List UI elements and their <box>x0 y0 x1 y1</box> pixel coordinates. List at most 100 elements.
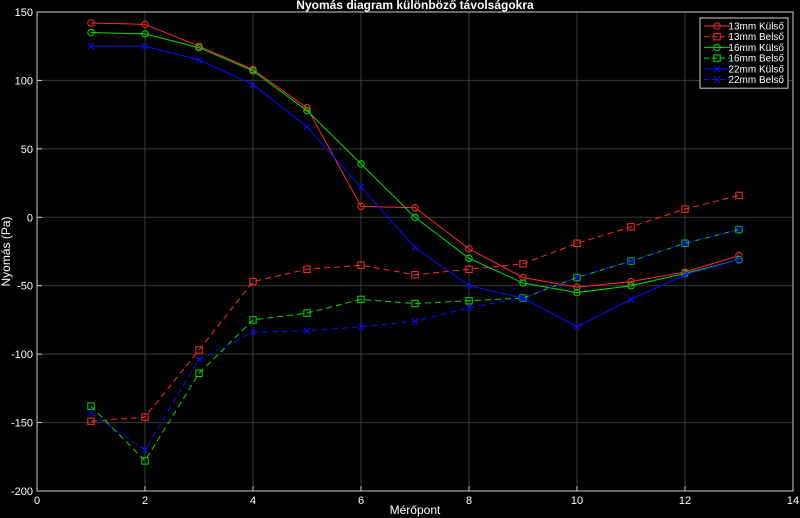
data-point <box>519 273 527 282</box>
data-point <box>141 42 149 50</box>
x-tick-label: 12 <box>679 495 691 507</box>
legend-marker <box>713 43 721 52</box>
legend-label: 13mm Belső <box>728 32 784 43</box>
data-point <box>141 413 149 421</box>
series-line <box>90 194 740 422</box>
data-point <box>87 19 95 27</box>
data-point <box>573 273 581 282</box>
x-tick-label: 4 <box>250 495 256 507</box>
data-point <box>411 243 419 251</box>
data-point <box>357 183 365 191</box>
legend-marker <box>713 75 721 84</box>
data-point <box>681 205 689 213</box>
legend-label: 13mm Külső <box>728 22 784 33</box>
data-point <box>681 271 689 279</box>
series-6 <box>87 226 743 454</box>
y-tick-label: 50 <box>21 144 33 156</box>
data-point <box>195 369 203 378</box>
data-point <box>735 226 743 234</box>
data-point <box>573 283 581 291</box>
data-point <box>87 42 95 50</box>
y-tick-label: -200 <box>11 486 33 498</box>
data-point <box>411 317 419 325</box>
data-point <box>519 294 527 302</box>
data-point <box>735 256 743 264</box>
data-point <box>681 239 689 247</box>
legend-item: 16mm Belső <box>704 54 784 65</box>
data-point <box>357 202 365 211</box>
data-point <box>735 256 743 264</box>
data-point <box>411 213 419 221</box>
data-point <box>87 402 95 410</box>
data-point <box>465 282 473 290</box>
data-point <box>411 271 419 279</box>
legend-label: 16mm Belső <box>728 54 784 65</box>
data-point <box>465 297 473 305</box>
series-line <box>90 22 740 288</box>
y-tick-label: 150 <box>15 7 33 19</box>
axes: 0 2 4 6 8 10 12 14 -200 -150 -100 -50 0 50 100 150 <box>11 7 799 507</box>
data-point <box>735 251 743 260</box>
data-point <box>627 257 635 265</box>
data-point <box>195 43 203 52</box>
legend-marker <box>713 54 721 62</box>
series-line <box>90 32 740 294</box>
data-point <box>573 239 581 247</box>
data-point <box>519 260 527 268</box>
data-point <box>573 288 581 297</box>
y-tick-label: 100 <box>15 75 33 87</box>
x-tick-label: 8 <box>466 495 472 507</box>
data-point <box>411 299 419 308</box>
y-tick-label: 0 <box>27 212 33 224</box>
data-point <box>141 446 149 454</box>
y-tick-label: -50 <box>17 281 33 293</box>
data-point <box>735 191 743 200</box>
data-point <box>249 277 257 286</box>
data-point <box>195 356 203 364</box>
legend-item: 22mm Külső <box>704 64 784 75</box>
x-tick-label: 14 <box>787 495 799 507</box>
y-axis-label: Nyomás (Pa) <box>0 216 13 286</box>
x-tick-label: 2 <box>142 495 148 507</box>
legend-item: 22mm Belső <box>704 75 784 86</box>
x-tick-label: 10 <box>571 495 583 507</box>
chart-title: Nyomás diagram különböző távolságokra <box>296 0 534 12</box>
data-point <box>627 282 635 290</box>
legend-marker <box>713 33 721 41</box>
x-tick-label: 6 <box>358 495 364 507</box>
data-point <box>249 328 257 336</box>
data-point <box>141 20 149 29</box>
legend-marker <box>713 65 721 73</box>
data-point <box>87 28 95 37</box>
data-point <box>303 327 311 335</box>
data-point <box>573 273 581 282</box>
data-point <box>627 295 635 303</box>
data-point <box>465 265 473 273</box>
data-point <box>87 417 95 425</box>
data-point <box>465 245 473 253</box>
data-point <box>465 254 473 263</box>
data-point <box>249 80 257 89</box>
data-point <box>141 457 149 465</box>
data-point <box>249 67 257 75</box>
data-point <box>465 304 473 312</box>
data-point <box>195 56 203 64</box>
data-point <box>519 294 527 302</box>
plot-frame <box>36 11 794 492</box>
data-point <box>249 316 257 324</box>
data-point <box>573 323 581 331</box>
legend-label: 22mm Belső <box>728 75 784 86</box>
legend-item: 13mm Külső <box>704 22 784 33</box>
data-point <box>303 123 311 131</box>
data-point <box>303 265 311 273</box>
data-point <box>681 239 689 247</box>
legend-item: 16mm Külső <box>704 43 784 54</box>
legend-item: 13mm Belső <box>704 32 784 43</box>
data-point <box>303 106 311 115</box>
legend-label: 22mm Külső <box>728 64 784 75</box>
data-point <box>195 346 203 354</box>
y-tick-label: -150 <box>11 418 33 430</box>
x-axis-label: Mérőpont <box>390 503 441 517</box>
data-point <box>87 409 95 417</box>
